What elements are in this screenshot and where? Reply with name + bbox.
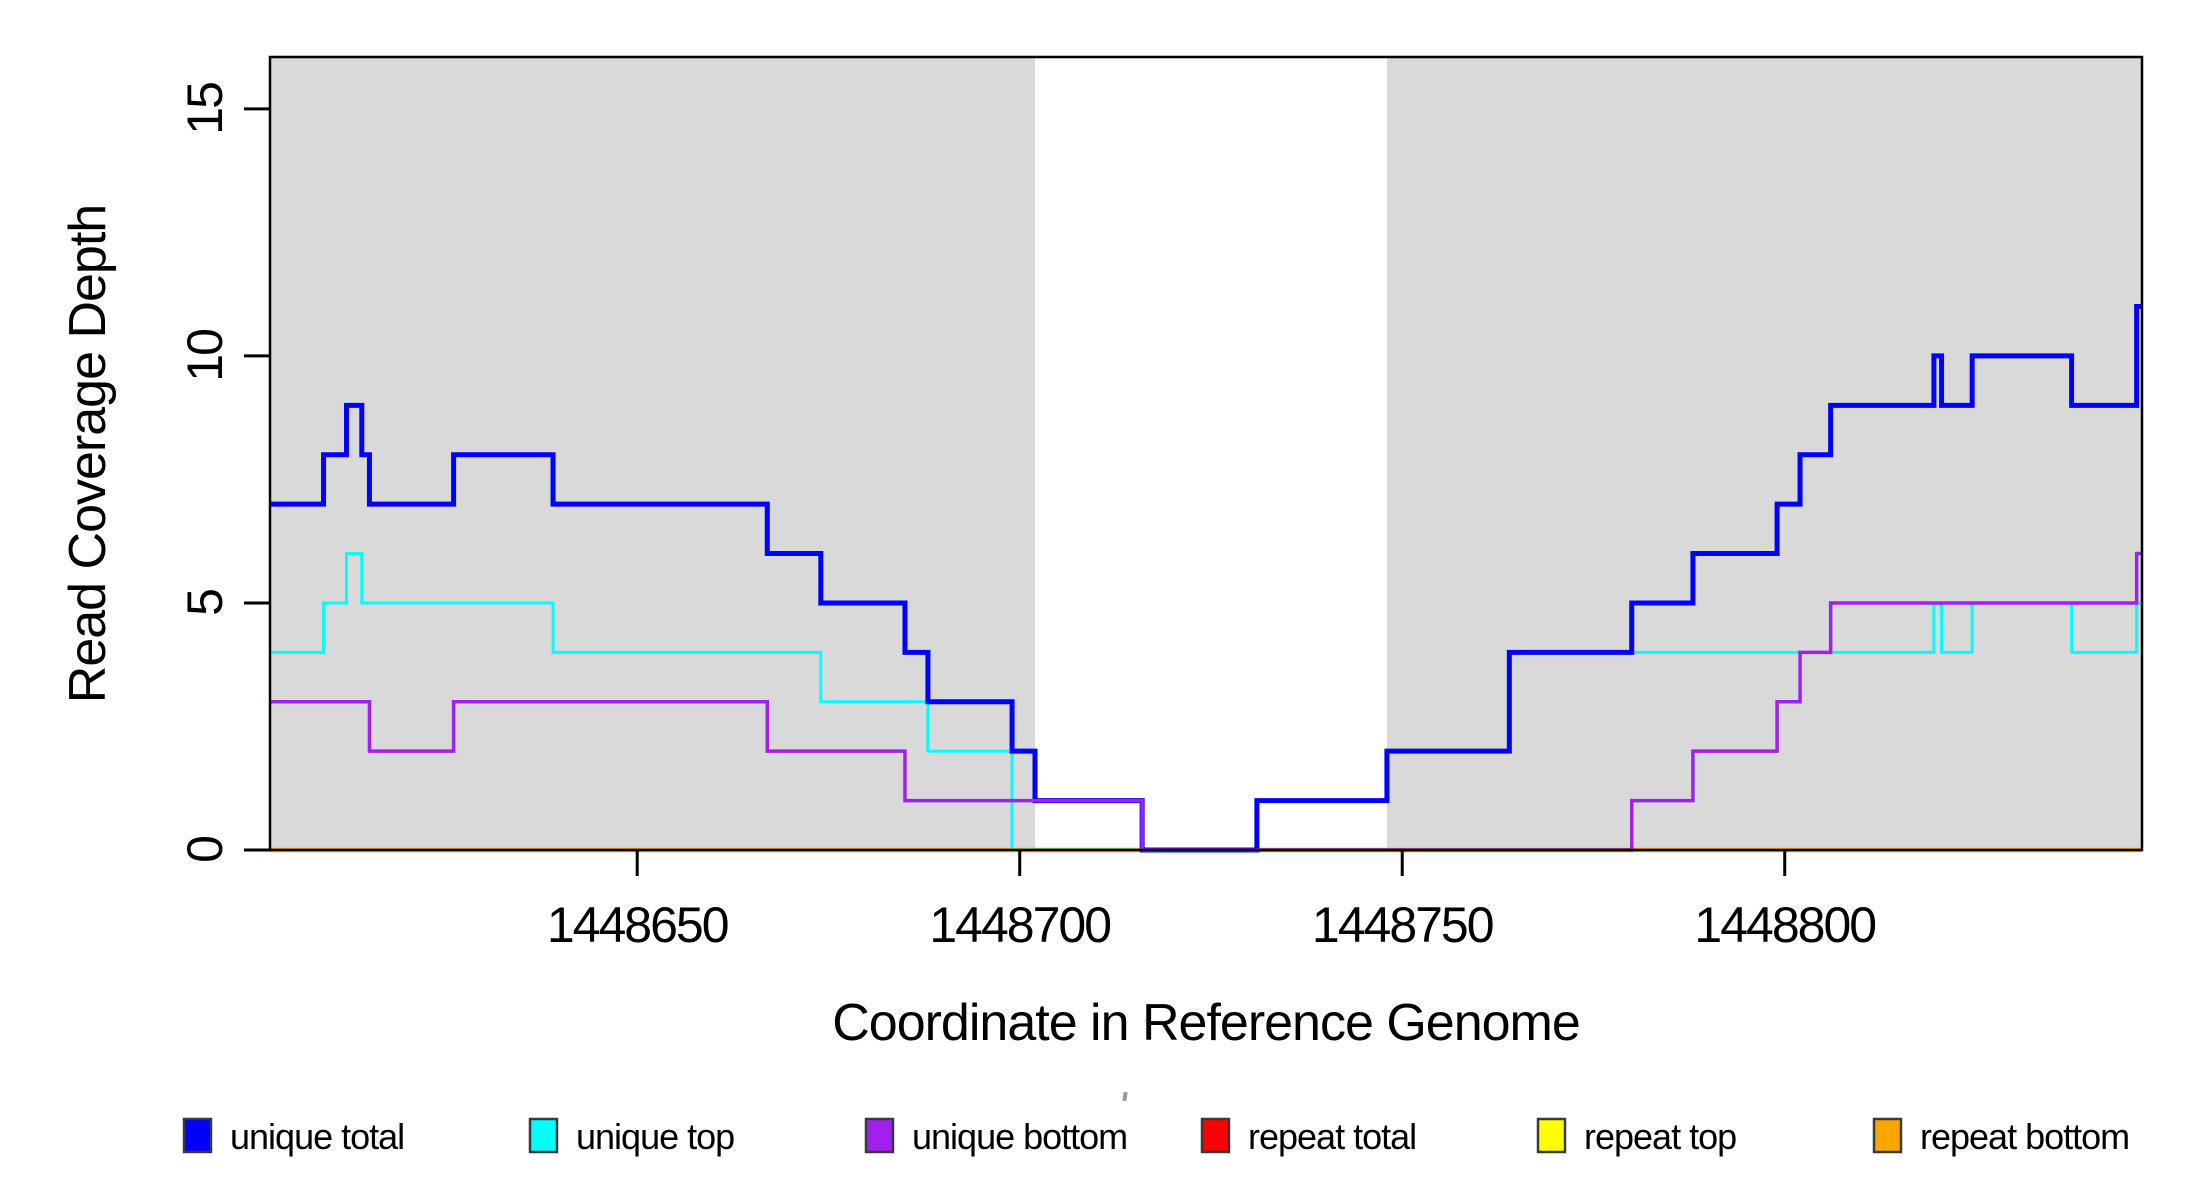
legend-item-unique-top: unique top [528, 1116, 735, 1157]
legend-item-unique-bottom: unique bottom [864, 1116, 1128, 1157]
shaded-region [1386, 57, 2142, 850]
shaded-regions [270, 57, 2142, 850]
legend-swatch-unique-bottom [864, 1117, 895, 1154]
legend-swatch-unique-total [182, 1117, 213, 1154]
legend: unique total unique top unique bottom repea… [182, 1116, 2130, 1157]
series-unique-bottom [270, 551, 2142, 852]
x-tick-label: 1448650 [547, 897, 728, 953]
x-tick-label: 1448700 [929, 897, 1110, 953]
legend-item-repeat-bottom: repeat bottom [1872, 1116, 2130, 1157]
legend-swatch-repeat-bottom [1872, 1117, 1903, 1154]
legend-swatch-repeat-top [1536, 1117, 1567, 1154]
legend-swatch-repeat-total [1200, 1117, 1231, 1154]
legend-item-unique-total: unique total [182, 1116, 405, 1157]
y-axis-title: Read Coverage Depth [59, 205, 117, 703]
legend-label: unique top [576, 1116, 734, 1157]
legend-item-repeat-total: repeat total [1200, 1116, 1417, 1157]
legend-label: repeat bottom [1920, 1116, 2129, 1157]
legend-label: unique total [230, 1116, 404, 1157]
plot-border [268, 55, 2144, 852]
y-tick-label: 0 [177, 837, 233, 863]
y-tick-label: 15 [177, 83, 233, 135]
shaded-region [270, 57, 1036, 850]
plot-box-outline [268, 55, 2144, 852]
legend-swatch-unique-top [528, 1117, 559, 1154]
x-axis-title: Coordinate in Reference Genome [832, 994, 1580, 1052]
legend-label: unique bottom [912, 1116, 1127, 1157]
legend-label: repeat total [1248, 1116, 1416, 1157]
axis-ticks: 1448650 1448700 1448750 1448800 0 5 10 15 [177, 83, 1877, 953]
legend-item-repeat-top: repeat top [1536, 1116, 1737, 1157]
legend-label: repeat top [1584, 1116, 1736, 1157]
y-tick-label: 5 [177, 590, 233, 616]
y-tick-label: 10 [177, 330, 233, 382]
x-tick-label: 1448800 [1694, 897, 1875, 953]
x-tick-label: 1448750 [1312, 897, 1493, 953]
